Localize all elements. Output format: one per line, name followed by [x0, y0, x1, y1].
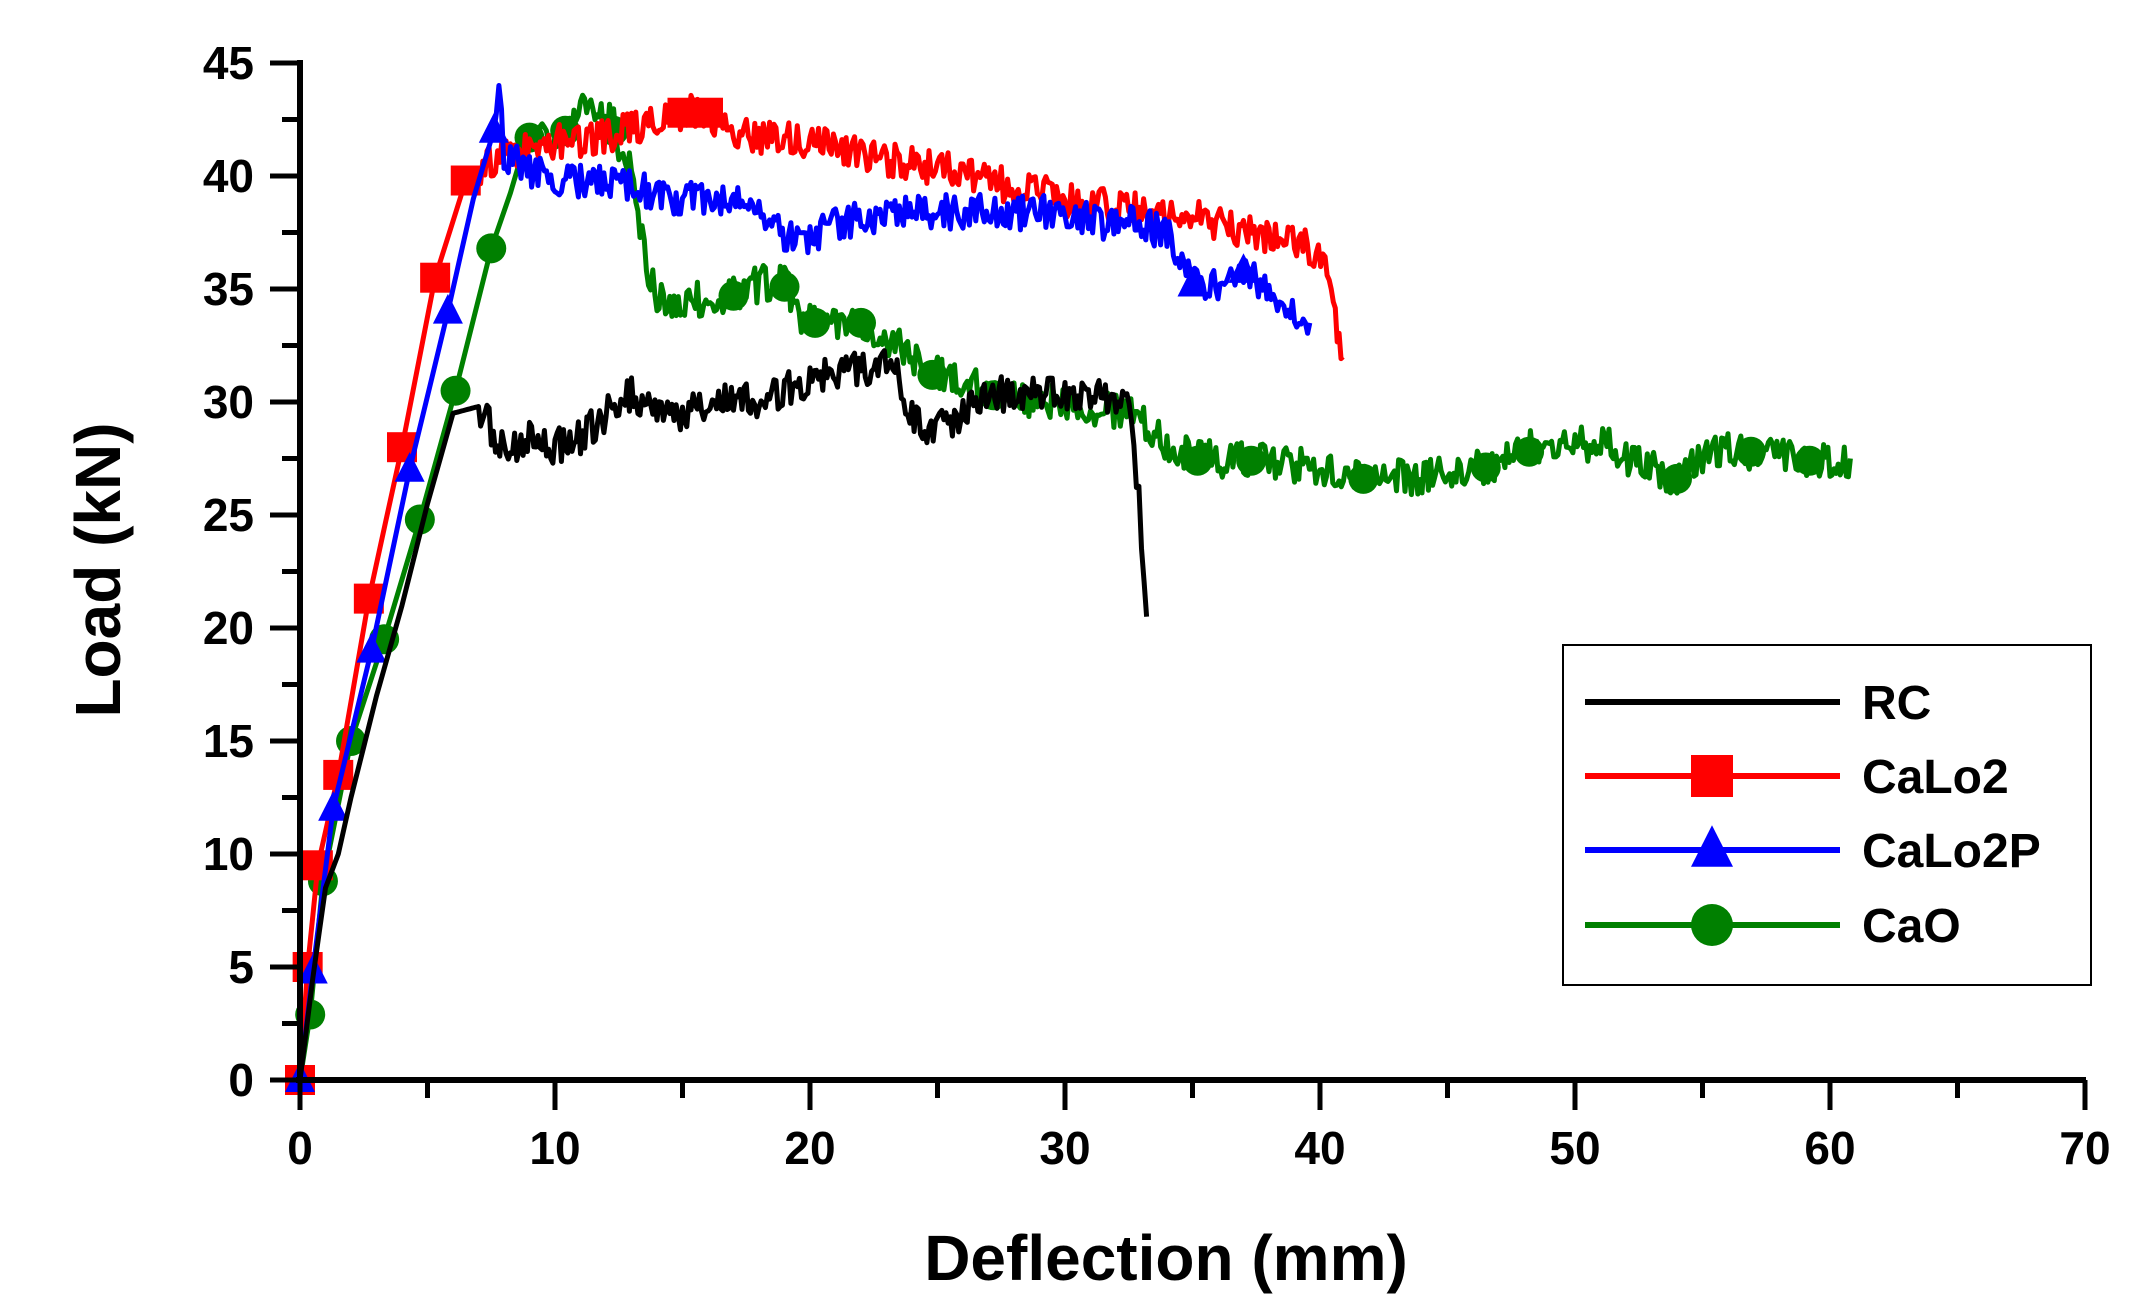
legend-marker [1691, 904, 1733, 946]
x-axis-title: Deflection (mm) [924, 1222, 1408, 1294]
series-line [297, 92, 1853, 1081]
legend-label: RC [1862, 677, 1931, 730]
legend-marker [1691, 755, 1733, 797]
series-line [297, 83, 1313, 1081]
y-tick-label: 35 [203, 263, 254, 315]
data-point [318, 791, 349, 821]
ticks: 0 10 20 30 40 50 60 70 0 5 10 15 20 25 30 35 40 45 [203, 37, 2111, 1174]
data-point [478, 113, 509, 143]
legend-marker [1691, 825, 1733, 867]
series-line [297, 348, 1150, 1081]
legend-box [1562, 644, 2092, 986]
data-point [917, 359, 948, 390]
data-point [693, 97, 723, 128]
data-point [420, 262, 451, 293]
series-calo2p [285, 83, 1313, 1092]
y-tick-label: 15 [203, 715, 254, 767]
data-point [1228, 253, 1259, 283]
x-tick-label: 40 [1294, 1122, 1345, 1174]
data-point [476, 233, 507, 264]
y-tick-label: 30 [203, 376, 254, 428]
x-tick-label: 70 [2059, 1122, 2110, 1174]
x-tick-label: 60 [1804, 1122, 1855, 1174]
y-tick-label: 0 [228, 1054, 254, 1106]
data-point [667, 97, 698, 128]
data-point [1348, 463, 1379, 494]
y-tick-label: 40 [203, 150, 254, 202]
data-point [432, 293, 463, 324]
series-layer [285, 83, 1853, 1095]
legend-items: RC CaLo2 CaLo2P CaO [1585, 677, 2041, 953]
data-point [1470, 452, 1501, 483]
series-rc [297, 348, 1150, 1081]
data-point [1735, 436, 1766, 467]
data-point [1514, 436, 1545, 467]
x-tick-label: 10 [529, 1122, 580, 1174]
series-line [297, 92, 1345, 1081]
x-tick-label: 20 [784, 1122, 835, 1174]
y-axis-title: Load (kN) [62, 422, 134, 717]
data-point [394, 452, 425, 482]
legend-label: CaLo2 [1862, 751, 2009, 804]
y-tick-label: 20 [203, 602, 254, 654]
y-tick-label: 5 [228, 941, 254, 993]
x-tick-label: 30 [1039, 1122, 1090, 1174]
legend-label: CaO [1862, 900, 1961, 953]
data-point [846, 307, 876, 338]
data-point [1794, 445, 1825, 476]
y-tick-label: 10 [203, 828, 254, 880]
legend-label: CaLo2P [1862, 825, 2041, 878]
data-point [1236, 445, 1267, 476]
data-point [1177, 266, 1208, 297]
x-tick-label: 50 [1549, 1122, 1600, 1174]
y-tick-label: 45 [203, 37, 254, 89]
data-point [356, 632, 387, 663]
legend: RC CaLo2 CaLo2P CaO [1562, 644, 2092, 986]
data-point [769, 271, 800, 302]
x-tick-label: 0 [287, 1122, 313, 1174]
data-point [718, 280, 749, 311]
data-point [1662, 463, 1692, 494]
y-tick-label: 25 [203, 489, 254, 541]
data-point [440, 375, 471, 406]
data-point [1182, 445, 1213, 476]
data-point [800, 307, 831, 338]
